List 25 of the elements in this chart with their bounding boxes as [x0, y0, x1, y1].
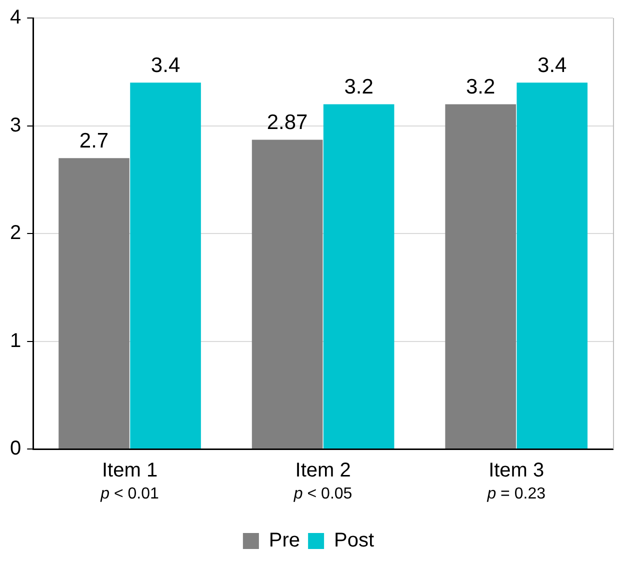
x-tick-label: Item 2: [295, 460, 351, 482]
bar: [445, 104, 516, 448]
legend-label: Post: [334, 530, 375, 552]
data-label: 3.4: [150, 54, 180, 77]
y-tick-label: 2: [10, 222, 22, 244]
data-label: 3.4: [538, 54, 568, 77]
legend-label: Pre: [268, 530, 300, 552]
data-label: 3.2: [344, 75, 374, 98]
bar: [130, 82, 201, 448]
y-tick-label: 4: [10, 6, 22, 29]
y-tick-label: 3: [10, 114, 22, 136]
bar: [252, 140, 323, 448]
y-tick-label: 0: [10, 438, 22, 460]
text: p < 0.05: [292, 485, 352, 502]
x-tick-label: Item 3: [488, 460, 544, 482]
x-tick-label: Item 1: [102, 460, 158, 482]
data-label: 2.87: [266, 111, 308, 134]
data-label: 3.2: [466, 75, 496, 98]
y-tick-label: 1: [10, 330, 22, 352]
text: p = 0.23: [486, 485, 546, 502]
bar: [58, 158, 130, 448]
bar: [323, 104, 394, 448]
text: p < 0.01: [100, 485, 160, 502]
bar: [516, 82, 588, 448]
data-label: 2.7: [79, 129, 109, 152]
